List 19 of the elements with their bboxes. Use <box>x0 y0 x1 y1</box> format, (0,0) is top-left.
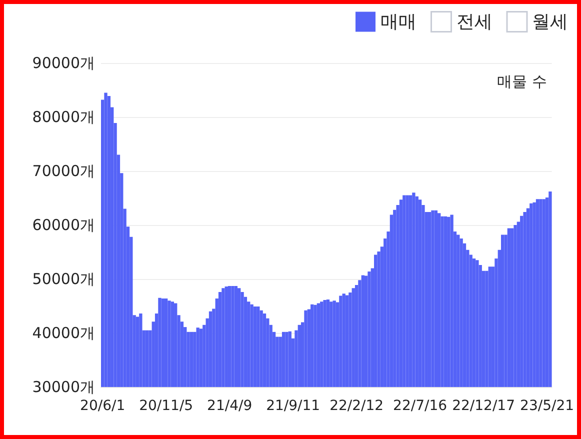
y-tick-label: 60000개 <box>32 216 95 234</box>
x-tick-label: 21/4/9 <box>207 398 252 414</box>
legend-label: 월세 <box>532 11 568 32</box>
legend-label: 매매 <box>380 11 416 32</box>
y-tick-label: 70000개 <box>32 162 95 180</box>
y-tick-label: 80000개 <box>32 108 95 126</box>
y-tick-label: 50000개 <box>32 270 95 288</box>
x-tick-label: 22/2/12 <box>330 398 384 414</box>
x-tick-label: 21/9/11 <box>266 398 320 414</box>
legend-label: 전세 <box>456 11 492 32</box>
x-tick-label: 20/6/1 <box>80 398 126 414</box>
x-tick-label: 20/11/5 <box>139 398 194 414</box>
y-tick-label: 90000개 <box>32 54 95 72</box>
x-tick-label: 22/7/16 <box>393 398 448 414</box>
x-tick-label: 23/5/21 <box>520 398 574 414</box>
y-tick-label: 30000개 <box>32 378 95 396</box>
y-tick-label: 40000개 <box>32 324 95 342</box>
y-axis-title: 매물 수 <box>497 72 548 90</box>
x-tick-label: 22/12/17 <box>452 398 515 414</box>
